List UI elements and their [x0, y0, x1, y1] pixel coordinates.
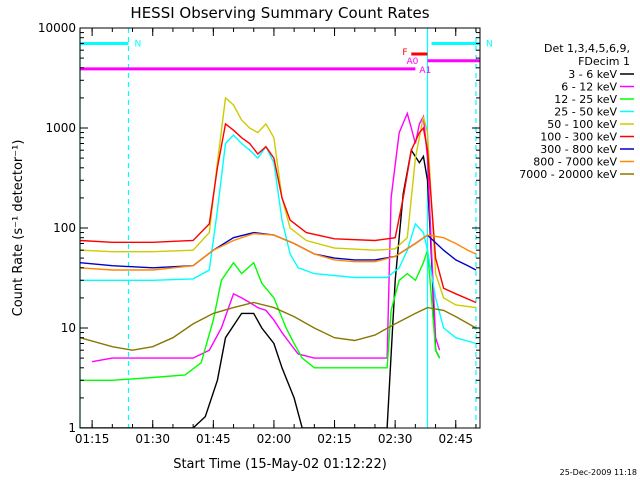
- x-tick-label-5: 02:30: [378, 432, 413, 446]
- y-tick-label-3: 1000: [45, 121, 76, 135]
- series-line-5: [80, 122, 477, 304]
- legend-header-line-1: Det 1,3,4,5,6,9,: [544, 42, 630, 55]
- legend-label-4: 50 - 100 keV: [547, 118, 617, 131]
- flag-label-1: N: [486, 39, 493, 49]
- x-tick-label-3: 02:00: [257, 432, 292, 446]
- x-tick-label-0: 01:15: [75, 432, 110, 446]
- y-tick-label-1: 10: [61, 321, 76, 335]
- legend-label-1: 6 - 12 keV: [561, 81, 617, 94]
- y-axis-label: Count Rate (s⁻¹ detector⁻¹): [11, 140, 26, 317]
- x-tick-label-2: 01:45: [196, 432, 231, 446]
- y-tick-label-2: 100: [53, 221, 76, 235]
- series-line-2: [80, 249, 441, 381]
- legend-label-6: 300 - 800 keV: [540, 143, 617, 156]
- x-axis-label: Start Time (15-May-02 01:12:22): [173, 457, 387, 472]
- legend-label-0: 3 - 6 keV: [568, 68, 617, 81]
- instrument-markers: [79, 28, 477, 428]
- x-tick-label-1: 01:30: [135, 432, 170, 446]
- series-layer: [80, 96, 477, 428]
- series-line-8: [80, 301, 477, 351]
- axes: 01:15 01:30 01:45 02:00 02:15 02:30 02:45 1 10 10…: [38, 21, 480, 446]
- series-line-3: [80, 134, 477, 345]
- legend-label-7: 800 - 7000 keV: [533, 156, 617, 169]
- legend-label-3: 25 - 50 keV: [554, 106, 617, 119]
- flag-label-0: N: [134, 39, 141, 49]
- legend-label-2: 12 - 25 keV: [554, 93, 617, 106]
- series-line-1: [91, 111, 441, 363]
- x-tick-label-6: 02:45: [438, 432, 473, 446]
- y-tick-label-4: 10000: [38, 21, 76, 35]
- legend-header-line-2: FDecim 1: [578, 55, 630, 68]
- chart-title: HESSI Observing Summary Count Rates: [130, 4, 429, 22]
- series-line-7: [80, 232, 477, 271]
- x-tick-label-4: 02:15: [317, 432, 352, 446]
- footer-date: 25-Dec-2009 11:18: [560, 468, 637, 477]
- flag-label-2: F: [402, 48, 407, 58]
- flag-label-4: A1: [419, 66, 431, 76]
- legend-label-5: 100 - 300 keV: [540, 131, 617, 144]
- flag-label-3: A0: [406, 57, 418, 67]
- series-line-0: [80, 148, 441, 428]
- y-tick-label-0: 1: [68, 421, 76, 435]
- legend-label-8: 7000 - 20000 keV: [519, 168, 617, 181]
